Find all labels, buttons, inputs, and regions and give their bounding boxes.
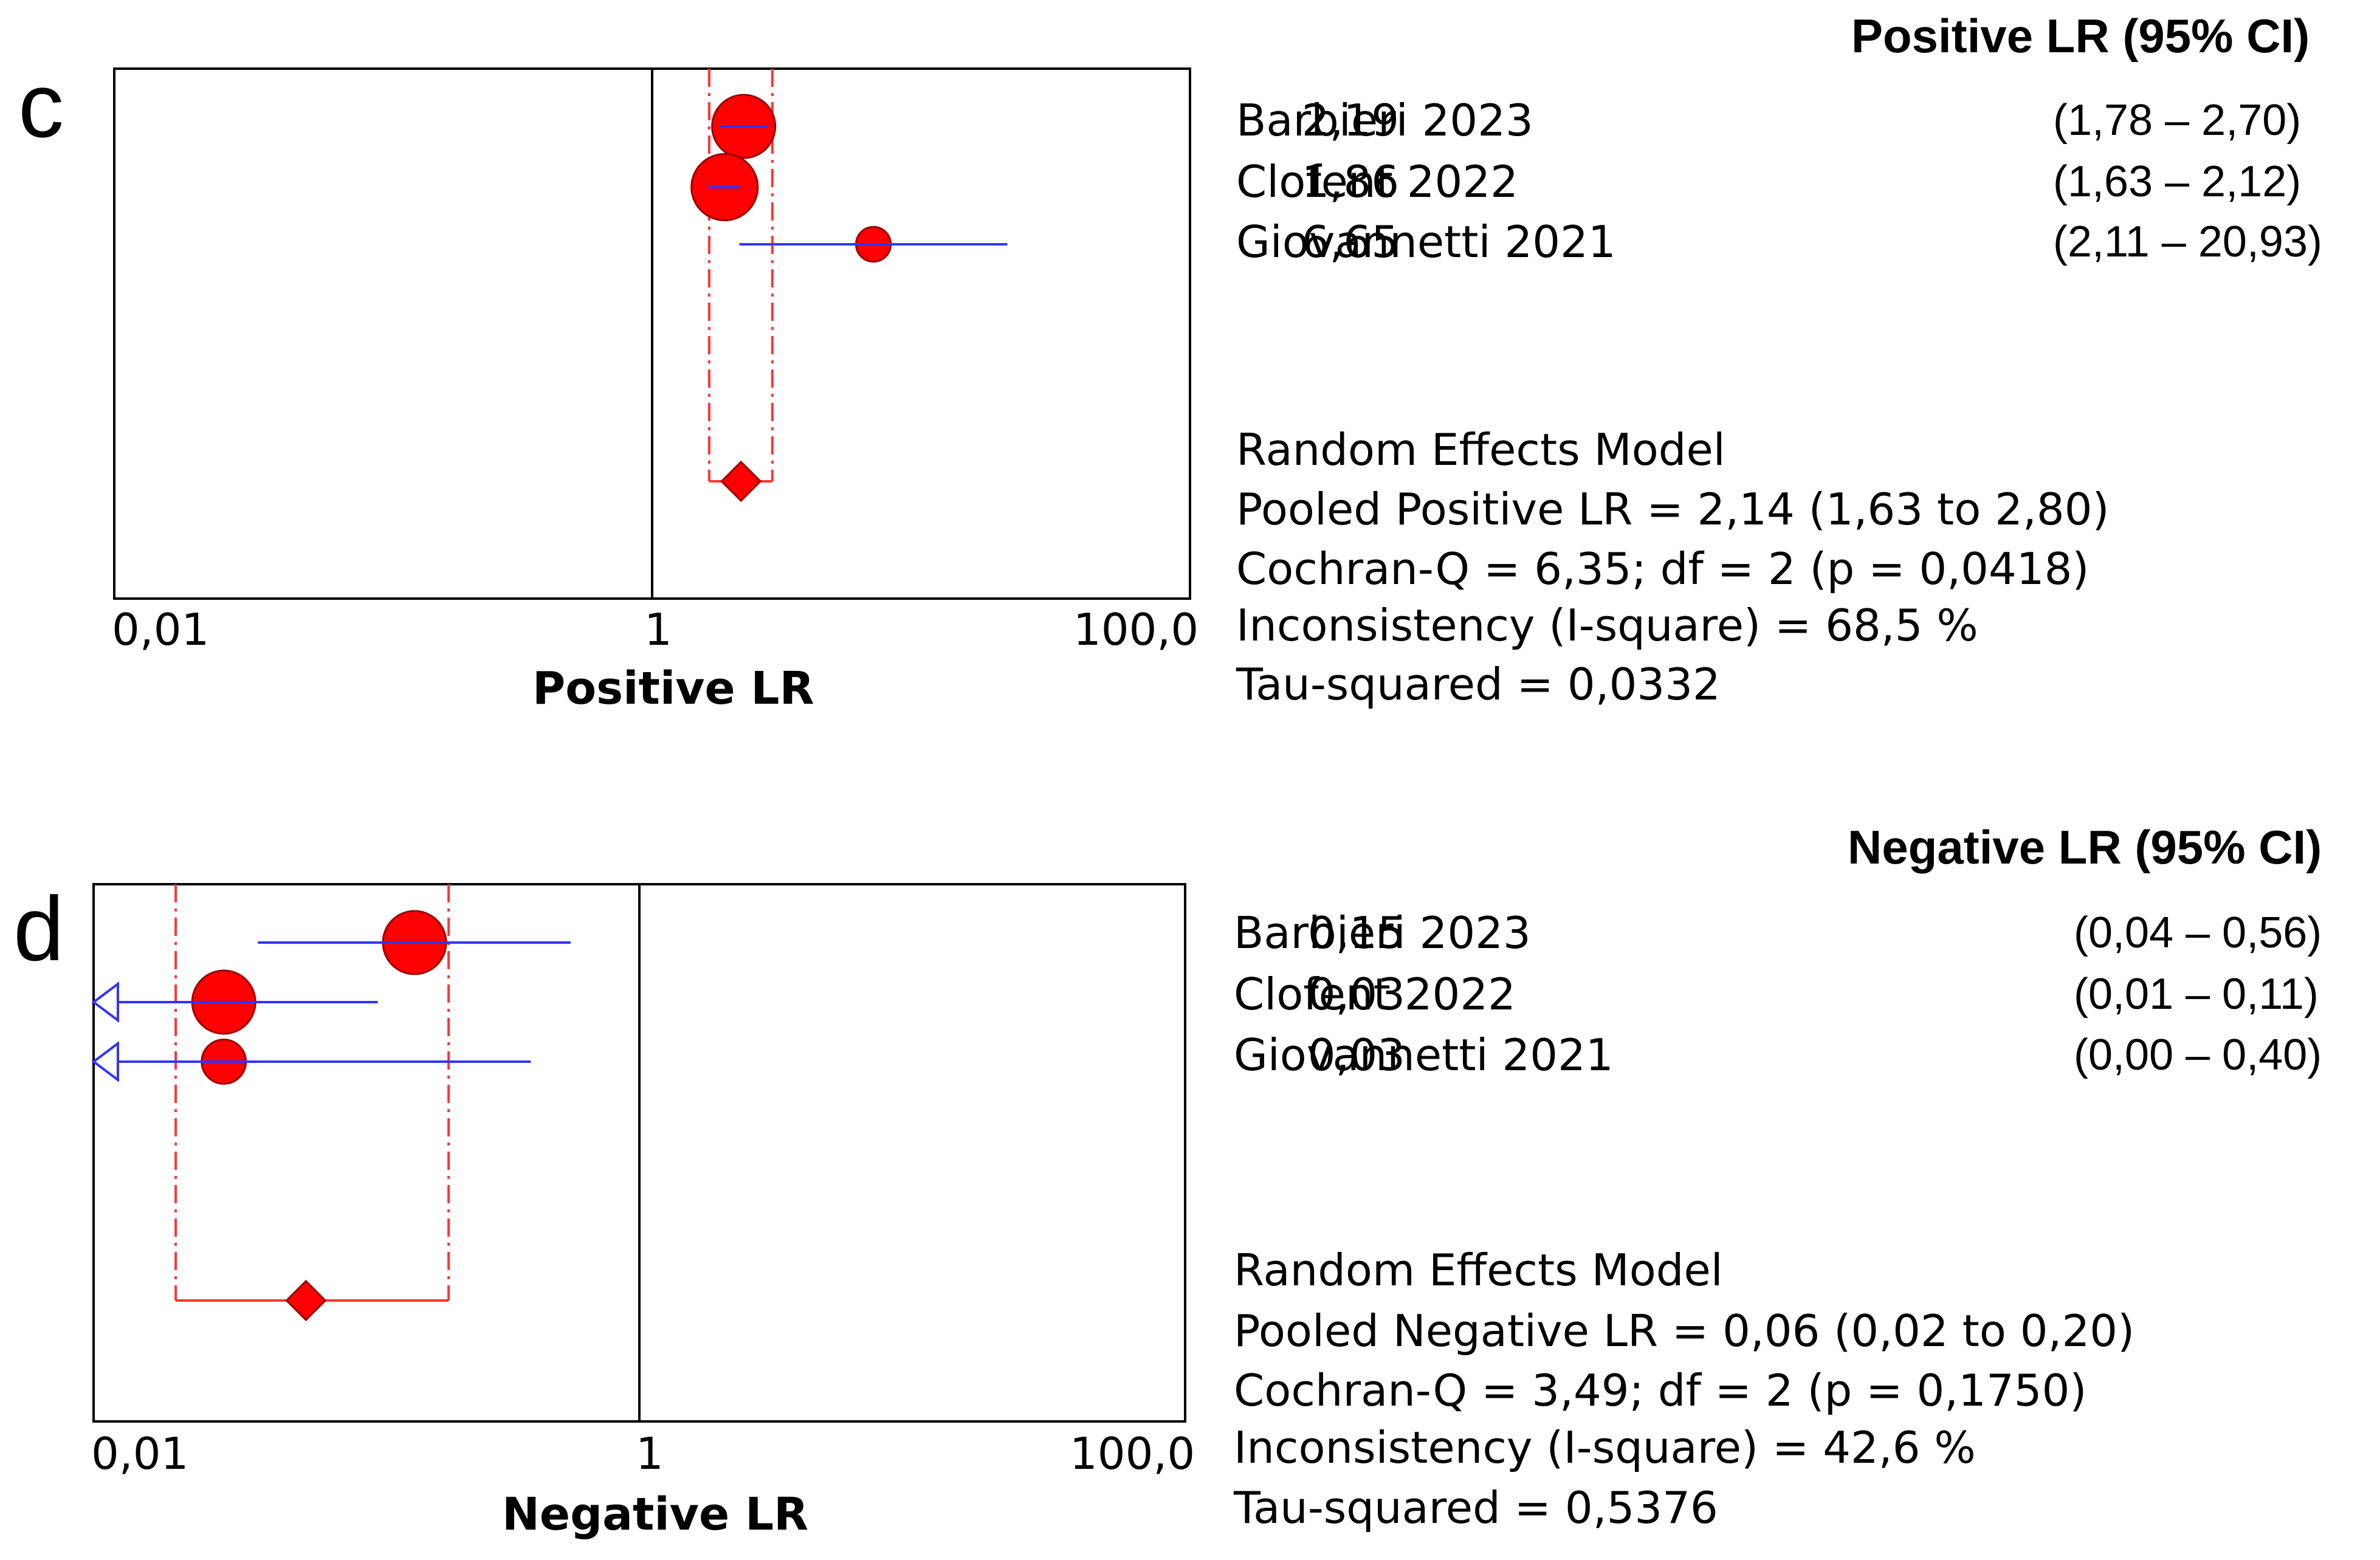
study-ci: (0,00 – 0,40) (2074, 1031, 2322, 1079)
study-estimate: 1,86 (1301, 156, 1399, 207)
study-estimate: 0,03 (1307, 1029, 1405, 1081)
study-ci: (1,78 – 2,70) (2053, 96, 2302, 145)
x-axis-label: Positive LR (532, 662, 814, 715)
study-ci: (1,63 – 2,12) (2053, 157, 2302, 206)
panel-label: c (18, 54, 64, 156)
x-axis-label: Negative LR (502, 1488, 809, 1541)
summary-pooled: Pooled Negative LR = 0,06 (0,02 to 0,20) (1234, 1305, 2135, 1356)
x-tick-label: 1 (644, 604, 672, 655)
panel-label: d (13, 878, 64, 980)
x-tick-label: 100,0 (1070, 1428, 1195, 1479)
study-estimate: 0,15 (1307, 907, 1405, 958)
summary-pooled: Pooled Positive LR = 2,14 (1,63 to 2,80) (1236, 484, 2110, 535)
study-name: Barbieri 2023 (1236, 95, 1533, 146)
study-name: Barbieri 2023 (1234, 907, 1531, 958)
forest-panel-negative-lr: d 0,01 1 100,0 Negative LR Negative LR (… (0, 816, 2380, 1560)
column-header: Positive LR (95% CI) (1851, 9, 2310, 63)
summary-tau: Tau-squared = 0,5376 (1234, 1482, 1718, 1533)
study-name: Clofent 2022 (1236, 156, 1518, 207)
x-tick-label: 100,0 (1073, 604, 1199, 655)
forest-plot-negative-lr (91, 883, 1186, 1423)
summary-tau: Tau-squared = 0,0332 (1236, 659, 1721, 710)
study-estimate: 0,03 (1307, 969, 1405, 1020)
ci-truncation-arrow (91, 981, 119, 1023)
pooled-diamond (285, 1279, 327, 1322)
summary-cochran: Cochran-Q = 6,35; df = 2 (p = 0,0418) (1236, 543, 2089, 594)
study-estimate: 2,19 (1301, 95, 1399, 146)
column-header: Negative LR (95% CI) (1848, 820, 2322, 874)
ci-truncation-arrow (91, 1041, 119, 1082)
summary-inconsistency: Inconsistency (I-square) = 68,5 % (1236, 600, 1978, 651)
study-ci: (0,04 – 0,56) (2074, 909, 2322, 957)
forest-panel-positive-lr: c 0,01 1 100,0 Positive LR Positive LR (… (18, 9, 2322, 715)
study-ci: (0,01 – 0,11) (2074, 970, 2319, 1019)
x-tick-label: 1 (636, 1428, 664, 1479)
study-estimate: 6,65 (1301, 216, 1399, 267)
study-name: Clofent 2022 (1234, 969, 1516, 1020)
study-name: Giovannetti 2021 (1236, 216, 1616, 267)
summary-model: Random Effects Model (1236, 424, 1725, 475)
summary-cochran: Cochran-Q = 3,49; df = 2 (p = 0,1750) (1234, 1365, 2087, 1416)
summary-inconsistency: Inconsistency (I-square) = 42,6 % (1234, 1422, 1976, 1473)
study-ci: (2,11 – 20,93) (2053, 218, 2322, 266)
x-tick-label: 0,01 (112, 604, 210, 655)
pooled-diamond (720, 460, 762, 503)
x-tick-label: 0,01 (91, 1428, 189, 1479)
study-name: Giovannetti 2021 (1234, 1029, 1614, 1081)
forest-plot-positive-lr (113, 67, 1191, 600)
summary-model: Random Effects Model (1234, 1245, 1723, 1296)
